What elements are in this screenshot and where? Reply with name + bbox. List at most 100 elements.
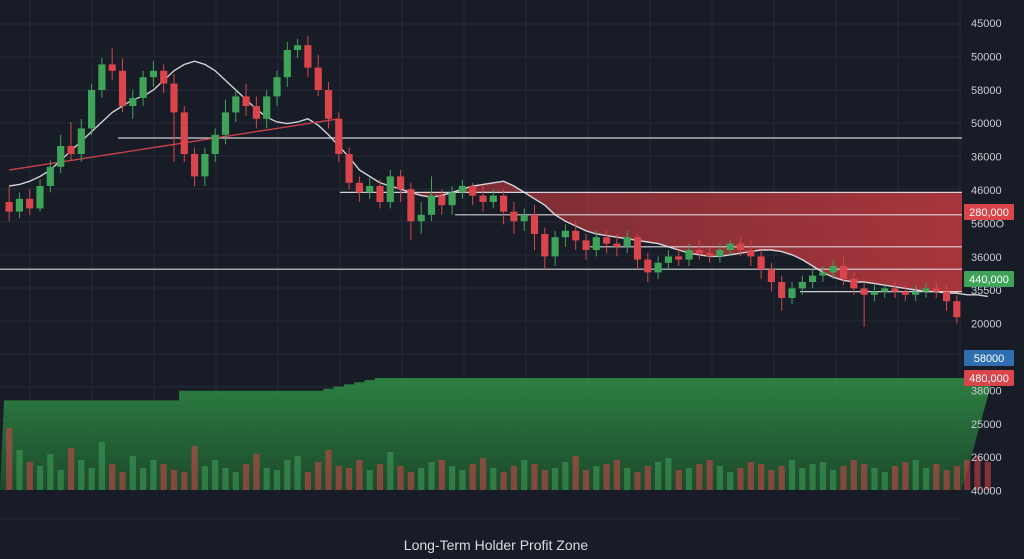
chart-title: Long-Term Holder Profit Zone: [404, 537, 589, 553]
candle-body: [355, 182, 363, 193]
candle-body: [664, 256, 672, 263]
candle-body: [67, 146, 75, 154]
candle-body: [623, 237, 631, 247]
volume-bar: [830, 470, 837, 490]
candle-body: [129, 98, 137, 106]
candle-body: [252, 106, 260, 119]
candle-body: [912, 291, 920, 295]
candle-body: [850, 278, 858, 289]
volume-bar: [819, 462, 826, 490]
candle-body: [180, 112, 188, 154]
candle-body: [345, 154, 353, 183]
candle-body: [88, 90, 96, 129]
candle-body: [839, 266, 848, 279]
holder-zone-area: [0, 378, 993, 490]
volume-bar: [407, 472, 414, 490]
loss-zone: [400, 181, 962, 294]
candle-body: [407, 189, 415, 222]
volume-bar: [871, 468, 878, 490]
volume-bar: [593, 466, 600, 490]
candle-body: [458, 186, 466, 193]
volume-bar: [438, 460, 445, 490]
volume-bar: [243, 464, 250, 490]
candle-body: [633, 237, 642, 260]
horizontal-levels: [0, 137, 962, 293]
candle-body: [798, 282, 806, 289]
price-tags: 280,000 440,000 58000 480,000: [964, 204, 1014, 386]
price-tag-label: 480,000: [969, 373, 1009, 385]
volume-bar: [253, 454, 260, 490]
candle-body: [98, 64, 106, 90]
candle-body: [726, 243, 734, 250]
price-tag-box: [964, 271, 1014, 287]
candle-body: [510, 211, 518, 222]
candle-body: [5, 202, 13, 212]
volume-bar: [284, 460, 291, 490]
candle-body: [757, 256, 765, 270]
volume-bar: [140, 468, 147, 490]
candle-body: [870, 291, 878, 295]
candle-body: [860, 288, 868, 295]
y-tick-label: 25000: [971, 419, 1002, 431]
volume-bar: [953, 466, 960, 490]
volume-bar: [758, 464, 765, 490]
volume-bar: [459, 470, 466, 490]
volume-bar: [26, 462, 33, 490]
candle-body: [747, 250, 755, 257]
volume-bar: [387, 452, 394, 490]
candle-body: [582, 240, 590, 250]
volume-bar: [16, 450, 23, 490]
candle-body: [376, 186, 384, 202]
candle-body: [819, 272, 827, 276]
volume-bar: [644, 466, 651, 490]
volume-bar: [109, 464, 116, 490]
volume-bar: [98, 442, 105, 490]
candle-body: [417, 214, 425, 222]
y-tick-label: 36000: [971, 152, 1002, 164]
candle-body: [108, 64, 116, 71]
y-tick-label: 50000: [971, 51, 1002, 63]
volume-bar: [902, 462, 909, 490]
candle-body: [489, 195, 497, 202]
loss-zone-area: [400, 181, 962, 294]
y-tick-label: 20000: [971, 319, 1002, 331]
candle-body: [118, 70, 127, 106]
y-tick-label: 26000: [971, 452, 1002, 464]
volume-bar: [727, 472, 734, 490]
volume-bar: [263, 468, 270, 490]
candle-body: [46, 166, 54, 186]
candle-body: [170, 83, 178, 113]
y-tick-label: 46000: [971, 185, 1002, 197]
volume-bar: [191, 446, 198, 490]
candle-body: [366, 186, 374, 193]
volume-bar: [892, 466, 899, 490]
volume-bar: [170, 470, 178, 490]
volume-bar: [943, 470, 950, 490]
candle-body: [520, 214, 528, 222]
volume-bar: [315, 462, 322, 490]
candle-body: [283, 50, 291, 78]
candle-body: [685, 250, 693, 260]
candle-body: [788, 288, 796, 298]
candle-body: [479, 195, 487, 202]
volume-bar: [809, 464, 816, 490]
candle-body: [932, 288, 940, 292]
candle-body: [592, 237, 600, 250]
volume-bar: [603, 464, 610, 490]
candle-body: [829, 266, 837, 273]
candle-body: [654, 262, 662, 273]
candle-body: [160, 70, 168, 84]
candle-body: [561, 230, 569, 238]
volume-bar: [294, 456, 301, 490]
volume-bar: [222, 468, 229, 490]
price-tag-label: 280,000: [969, 207, 1009, 219]
volume-bar: [397, 466, 404, 490]
candle-body: [716, 250, 724, 257]
volume-bar: [685, 468, 693, 490]
candle-body: [613, 243, 621, 247]
volume-bar: [624, 468, 631, 490]
candle-body: [36, 186, 44, 209]
candle-body: [881, 288, 889, 292]
candle-body: [891, 288, 899, 292]
candle-body: [438, 195, 446, 206]
